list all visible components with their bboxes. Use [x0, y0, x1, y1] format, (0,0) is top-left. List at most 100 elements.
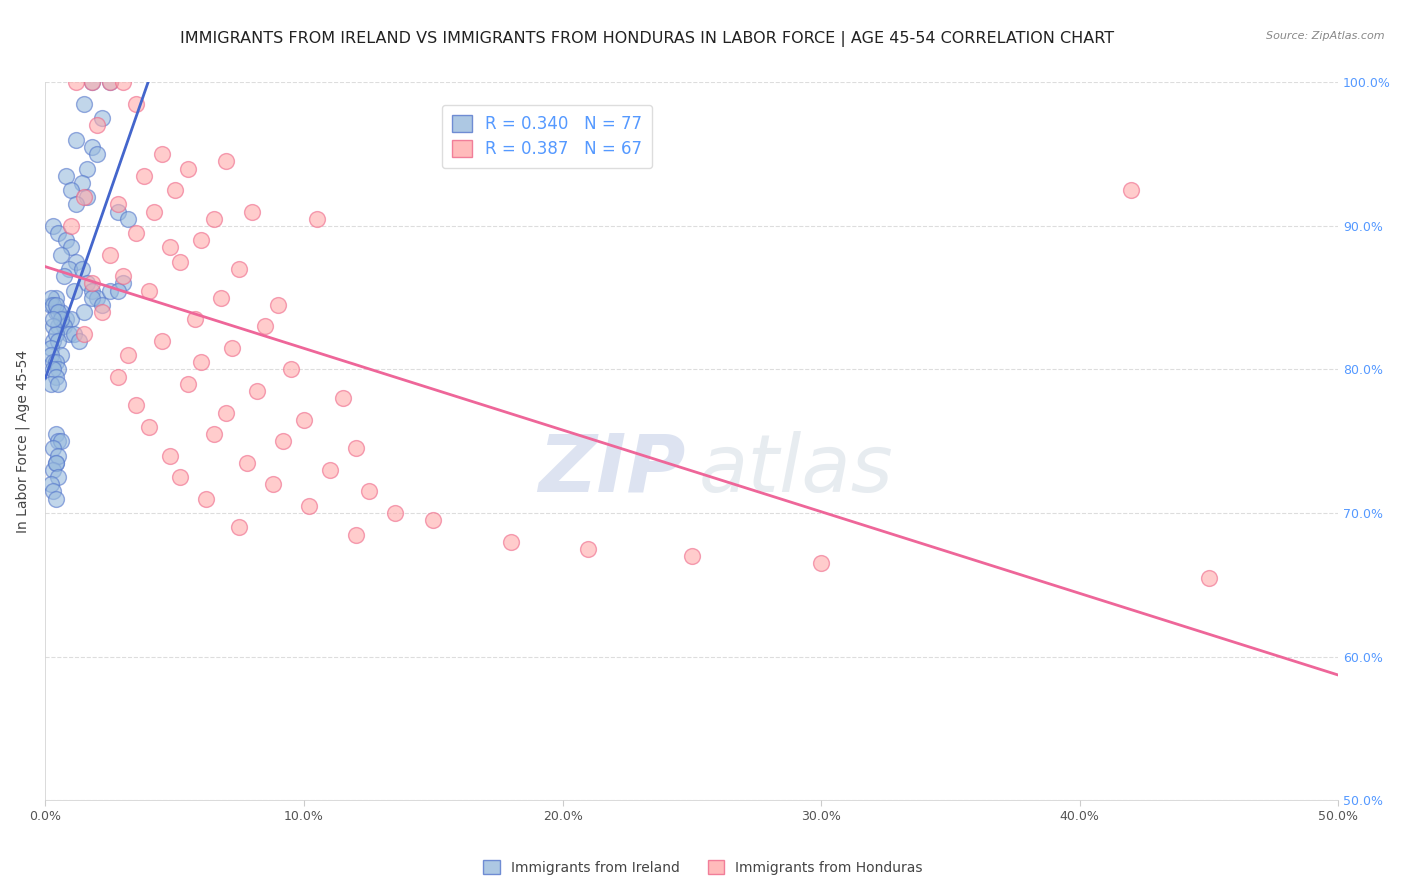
Point	[159, 449, 181, 463]
Point	[169, 255, 191, 269]
Point	[112, 75, 135, 89]
Point	[273, 434, 295, 449]
Point	[384, 506, 406, 520]
Point	[58, 326, 80, 341]
Point	[42, 463, 65, 477]
Point	[48, 362, 70, 376]
Point	[45, 456, 67, 470]
Point	[48, 226, 70, 240]
Point	[125, 226, 148, 240]
Point	[48, 434, 70, 449]
Point	[60, 240, 83, 254]
Y-axis label: In Labor Force | Age 45-54: In Labor Force | Age 45-54	[15, 350, 30, 533]
Point	[65, 133, 87, 147]
Point	[39, 348, 62, 362]
Point	[76, 190, 98, 204]
Point	[48, 305, 70, 319]
Point	[80, 140, 103, 154]
Point	[91, 112, 114, 126]
Point	[86, 291, 108, 305]
Legend: Immigrants from Ireland, Immigrants from Honduras: Immigrants from Ireland, Immigrants from…	[478, 855, 928, 880]
Point	[45, 291, 67, 305]
Point	[45, 355, 67, 369]
Point	[344, 527, 367, 541]
Point	[65, 255, 87, 269]
Point	[209, 291, 232, 305]
Point	[60, 219, 83, 233]
Point	[194, 491, 217, 506]
Text: Source: ZipAtlas.com: Source: ZipAtlas.com	[1267, 31, 1385, 41]
Point	[80, 291, 103, 305]
Point	[150, 147, 173, 161]
Point	[42, 319, 65, 334]
Point	[202, 427, 225, 442]
Point	[73, 190, 96, 204]
Point	[319, 463, 342, 477]
Point	[42, 334, 65, 348]
Point	[125, 398, 148, 412]
Point	[55, 233, 77, 247]
Point	[332, 391, 354, 405]
Point	[357, 484, 380, 499]
Point	[810, 556, 832, 570]
Point	[107, 204, 129, 219]
Point	[76, 161, 98, 176]
Point	[150, 334, 173, 348]
Point	[681, 549, 703, 563]
Point	[98, 284, 121, 298]
Point	[55, 312, 77, 326]
Point	[45, 456, 67, 470]
Point	[138, 420, 160, 434]
Point	[70, 176, 93, 190]
Point	[48, 319, 70, 334]
Point	[70, 262, 93, 277]
Point	[45, 305, 67, 319]
Point	[107, 284, 129, 298]
Point	[73, 305, 96, 319]
Point	[344, 442, 367, 456]
Point	[159, 240, 181, 254]
Point	[254, 319, 277, 334]
Point	[98, 75, 121, 89]
Point	[176, 376, 198, 391]
Point	[80, 277, 103, 291]
Point	[422, 513, 444, 527]
Point	[49, 348, 72, 362]
Point	[48, 449, 70, 463]
Point	[49, 434, 72, 449]
Text: ZIP: ZIP	[538, 431, 685, 509]
Point	[91, 298, 114, 312]
Point	[1198, 571, 1220, 585]
Point	[228, 520, 250, 534]
Point	[117, 348, 139, 362]
Point	[39, 298, 62, 312]
Point	[499, 534, 522, 549]
Point	[42, 219, 65, 233]
Point	[202, 211, 225, 226]
Point	[42, 484, 65, 499]
Point	[45, 491, 67, 506]
Point	[52, 269, 75, 284]
Point	[292, 413, 315, 427]
Point	[215, 405, 238, 419]
Point	[280, 362, 302, 376]
Point	[67, 334, 90, 348]
Point	[42, 362, 65, 376]
Point	[215, 154, 238, 169]
Point	[52, 319, 75, 334]
Text: atlas: atlas	[699, 431, 893, 509]
Point	[60, 312, 83, 326]
Point	[125, 97, 148, 112]
Point	[169, 470, 191, 484]
Point	[65, 197, 87, 211]
Point	[228, 262, 250, 277]
Point	[138, 284, 160, 298]
Point	[190, 355, 212, 369]
Point	[63, 284, 86, 298]
Point	[132, 169, 155, 183]
Point	[49, 305, 72, 319]
Point	[246, 384, 269, 398]
Point	[39, 477, 62, 491]
Point	[107, 197, 129, 211]
Point	[65, 75, 87, 89]
